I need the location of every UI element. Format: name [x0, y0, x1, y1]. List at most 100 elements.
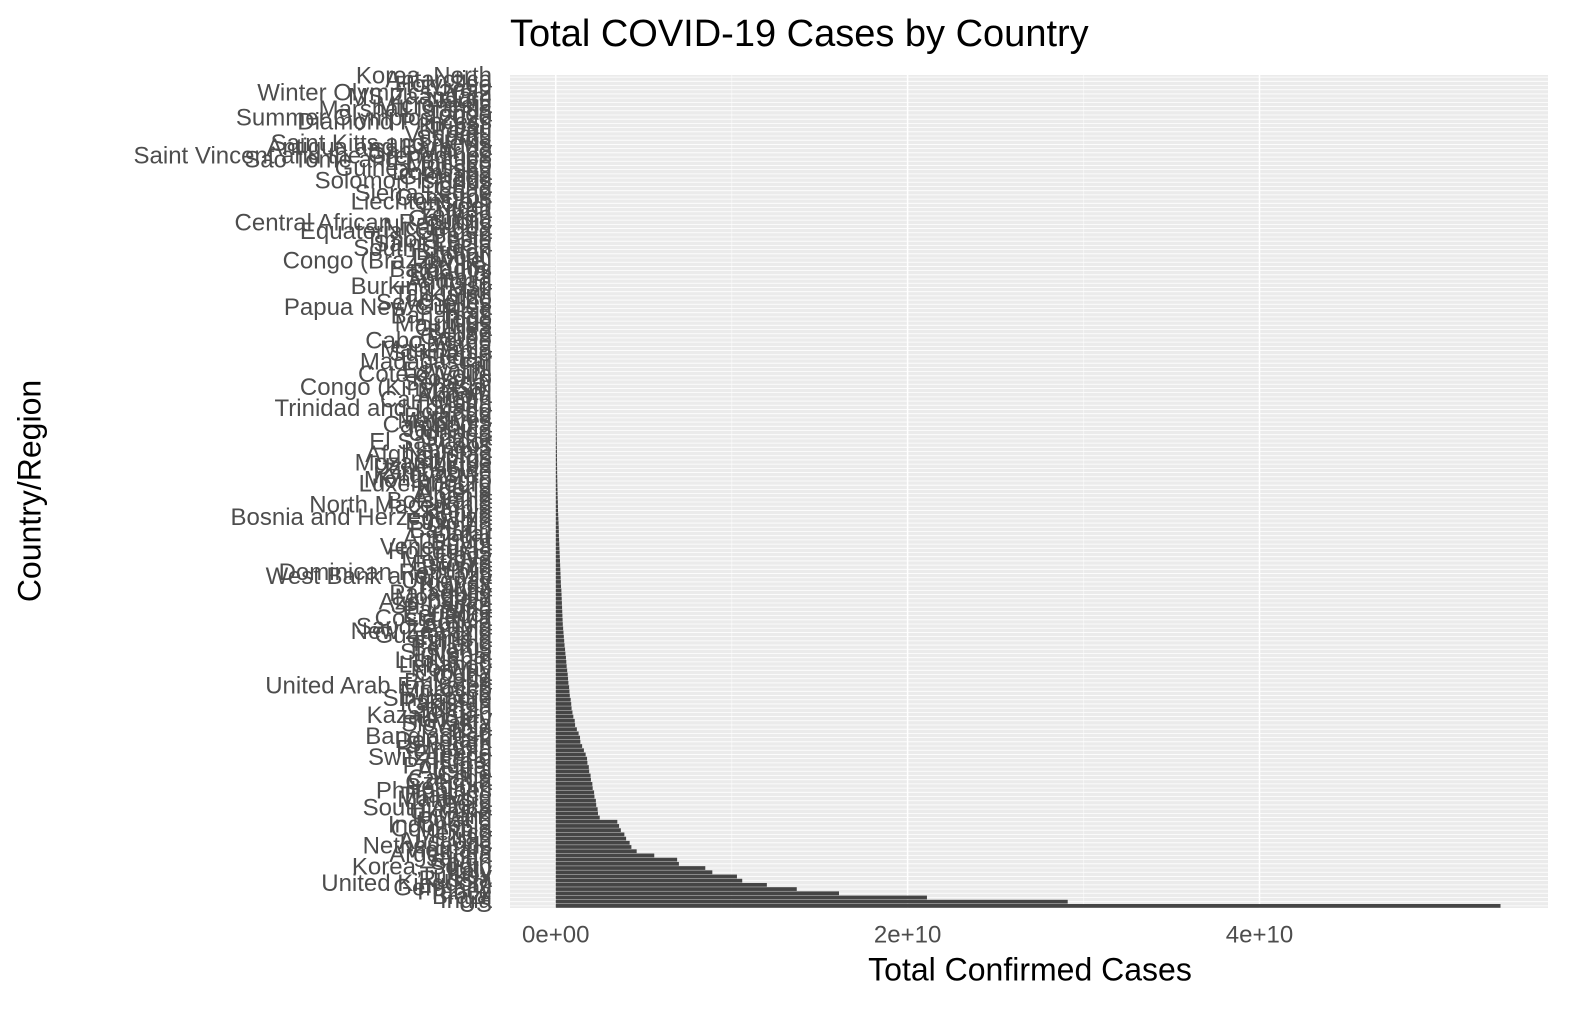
y-tick-label: Croatia	[415, 660, 493, 687]
bar	[555, 601, 562, 605]
bar	[555, 845, 632, 849]
bar	[555, 870, 713, 875]
y-tick-label: Dominica	[392, 159, 493, 186]
y-tick-label: Lebanon	[399, 651, 492, 678]
bar	[555, 445, 557, 450]
y-tick-label: Angola	[417, 382, 492, 409]
bar	[555, 424, 557, 429]
y-tick-label: Denmark	[395, 727, 493, 754]
y-tick-label: Canada	[408, 765, 493, 792]
y-tick-label: Chad	[435, 176, 492, 203]
y-tick-label: Summer Olympics 2020	[236, 105, 492, 132]
y-tick-label: Hungary	[401, 706, 492, 733]
y-tick-label: Costa Rica	[375, 605, 493, 632]
bar	[555, 815, 600, 820]
y-tick-label: Seychelles	[376, 290, 492, 317]
y-tick-label: Montenegro	[364, 466, 492, 493]
bar	[555, 832, 625, 837]
bar	[555, 571, 561, 576]
bar	[555, 655, 566, 660]
bar	[555, 744, 583, 748]
y-tick-label: Lithuania	[395, 647, 493, 674]
y-tick-label: Namibia	[404, 437, 493, 464]
bar	[555, 491, 558, 496]
bar	[555, 811, 598, 816]
y-tick-label: Serbia	[423, 715, 493, 742]
y-tick-label: Poland	[417, 807, 492, 834]
x-tick-label: 2e+10	[874, 921, 941, 948]
y-tick-label: Egypt	[431, 529, 493, 556]
y-tick-label: Micronesia	[376, 92, 493, 119]
y-tick-label: Sao Tome and Principe	[244, 147, 492, 174]
y-tick-label: Vietnam	[404, 837, 492, 864]
y-tick-label: Libya	[435, 542, 493, 569]
y-tick-label: Somalia	[405, 264, 492, 291]
y-tick-label: Azerbaijan	[379, 588, 492, 615]
y-tick-label: Ukraine	[409, 799, 492, 826]
y-tick-label: Israel	[433, 748, 492, 775]
bar	[555, 609, 563, 614]
y-tick-label: Peru	[441, 790, 492, 817]
bar	[555, 554, 560, 559]
y-tick-label: France	[417, 879, 492, 906]
bar	[555, 453, 557, 458]
y-tick-label: South Sudan	[353, 235, 492, 262]
y-tick-label: Nepal	[429, 643, 492, 670]
y-tick-label: Romania	[396, 736, 493, 763]
y-tick-label: Philippines	[376, 778, 492, 805]
y-tick-label: Mauritania	[380, 336, 493, 363]
y-tick-label: Belarus	[411, 635, 492, 662]
y-tick-label: Bosnia and Herzegovina	[230, 504, 492, 531]
bar	[555, 786, 593, 790]
y-tick-label: Ethiopia	[405, 508, 492, 535]
y-tick-label: Cote d'Ivoire	[358, 361, 492, 388]
bar	[555, 575, 561, 580]
y-tick-label: Bangladesh	[365, 723, 492, 750]
bar	[555, 428, 557, 433]
y-tick-label: West Bank and Gaza	[266, 563, 493, 590]
bar	[555, 638, 565, 643]
y-tick-label: India	[440, 887, 493, 914]
y-tick-label: Uruguay	[401, 567, 492, 594]
y-tick-label: Burundi	[409, 260, 492, 287]
bar	[555, 882, 767, 887]
bar	[555, 378, 557, 382]
chart-title: Total COVID-19 Cases by Country	[510, 13, 1089, 55]
y-tick-label: Eritrea	[421, 197, 492, 224]
y-tick-label: Mauritius	[395, 311, 492, 338]
y-tick-label: Tajikistan	[393, 281, 492, 308]
y-tick-label: Mexico	[416, 820, 492, 847]
bar	[555, 723, 576, 727]
y-tick-label: Armenia	[403, 525, 493, 552]
y-tick-label: Papua New Guinea	[284, 294, 493, 321]
y-tick-label: Grenada	[399, 163, 493, 190]
bar	[555, 706, 572, 711]
y-tick-label: Gambia	[408, 205, 493, 232]
y-tick-label: Yemen	[418, 201, 492, 228]
y-tick-label: Netherlands	[363, 832, 492, 859]
y-tick-label: Congo (Kinshasa)	[300, 374, 492, 401]
y-tick-label: Nigeria	[416, 475, 493, 502]
y-tick-label: Djibouti	[412, 243, 492, 270]
bar	[555, 516, 559, 521]
y-tick-label: Sweden	[405, 731, 492, 758]
panel	[510, 75, 1548, 908]
y-tick-label: Kiribati	[419, 113, 492, 140]
y-tick-label: Slovenia	[400, 639, 493, 666]
bar	[555, 588, 562, 593]
bar	[555, 596, 562, 601]
bar	[555, 765, 589, 769]
bar	[555, 567, 561, 572]
y-tick-label: Diamond Princess	[297, 109, 492, 136]
y-tick-label: Uganda	[408, 420, 493, 447]
bar	[555, 626, 564, 631]
y-tick-label: Niger	[435, 193, 492, 220]
bar	[555, 474, 558, 479]
bar	[555, 659, 567, 664]
bar	[555, 458, 558, 462]
y-tick-label: Antigua and Barbuda	[266, 134, 492, 161]
y-tick-label: Saint Kitts and Nevis	[271, 130, 492, 157]
bar	[555, 437, 557, 441]
bar	[555, 861, 679, 866]
